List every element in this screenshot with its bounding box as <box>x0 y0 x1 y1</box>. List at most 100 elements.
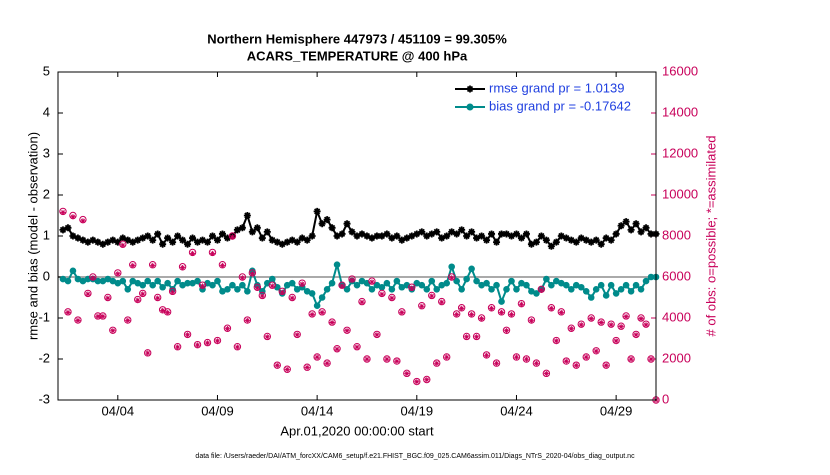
marker <box>498 298 505 305</box>
marker <box>179 264 186 271</box>
marker <box>175 344 181 350</box>
marker <box>563 281 570 289</box>
marker <box>598 319 604 326</box>
marker <box>184 332 191 338</box>
marker <box>130 262 136 269</box>
marker <box>438 234 446 242</box>
marker <box>368 286 376 293</box>
marker <box>582 288 590 295</box>
marker <box>488 230 496 238</box>
marker <box>324 360 330 366</box>
y2-tick-label: 0 <box>662 391 669 406</box>
marker <box>349 277 355 283</box>
marker <box>99 277 107 285</box>
marker <box>354 344 360 350</box>
marker <box>145 350 151 356</box>
marker <box>378 283 386 291</box>
marker <box>174 277 181 285</box>
marker <box>234 286 241 293</box>
marker <box>593 348 599 354</box>
marker <box>399 309 405 316</box>
marker <box>348 228 356 236</box>
marker <box>194 342 201 348</box>
marker <box>359 299 365 305</box>
marker <box>567 324 575 332</box>
marker <box>283 281 291 289</box>
marker <box>398 283 406 291</box>
marker <box>493 238 501 246</box>
marker <box>283 238 291 246</box>
marker <box>583 354 589 360</box>
marker <box>638 316 644 322</box>
marker <box>548 281 555 289</box>
marker <box>567 286 575 293</box>
marker <box>393 277 401 285</box>
marker <box>448 228 456 236</box>
marker <box>269 283 275 289</box>
y2-tick-label: 10000 <box>662 186 698 201</box>
marker <box>154 230 162 238</box>
marker <box>64 277 72 285</box>
marker <box>637 286 645 293</box>
marker <box>114 238 122 246</box>
marker <box>149 281 156 289</box>
marker <box>612 230 620 238</box>
marker <box>537 232 545 240</box>
marker <box>288 236 296 244</box>
marker <box>288 279 296 287</box>
marker <box>284 366 290 373</box>
x-tick-label: 04/04 <box>102 403 135 418</box>
marker <box>528 318 535 324</box>
marker <box>602 292 610 299</box>
marker <box>328 224 336 232</box>
marker <box>538 287 544 293</box>
marker <box>239 275 245 281</box>
marker <box>189 279 196 287</box>
marker <box>159 283 166 291</box>
marker <box>522 230 530 238</box>
marker <box>607 281 615 289</box>
marker <box>543 275 550 283</box>
y-tick-label: 0 <box>43 268 50 283</box>
marker <box>104 275 112 283</box>
y-tick-label: 5 <box>43 63 50 78</box>
marker <box>59 226 67 234</box>
marker <box>155 295 161 301</box>
marker <box>577 283 585 291</box>
marker <box>429 293 435 299</box>
y2-tick-label: 2000 <box>662 350 691 365</box>
marker <box>388 234 396 242</box>
marker <box>542 236 550 244</box>
marker <box>637 228 645 236</box>
marker <box>144 232 152 240</box>
marker <box>413 279 421 287</box>
marker <box>572 281 580 289</box>
x-tick-label: 04/09 <box>201 403 234 418</box>
marker <box>449 275 455 281</box>
marker <box>622 218 630 226</box>
marker <box>592 286 600 293</box>
marker <box>433 286 441 293</box>
marker <box>223 234 231 242</box>
marker <box>542 369 551 378</box>
marker <box>308 290 316 297</box>
marker <box>444 354 450 360</box>
marker <box>74 316 82 324</box>
marker <box>393 232 401 240</box>
marker <box>323 286 331 293</box>
marker <box>552 336 561 345</box>
marker <box>313 207 321 215</box>
marker <box>582 236 590 244</box>
y2-tick-label: 16000 <box>662 63 698 78</box>
marker <box>258 234 266 242</box>
marker <box>458 286 465 293</box>
marker <box>552 238 560 246</box>
marker <box>208 232 216 240</box>
x-tick-label: 04/19 <box>401 403 434 418</box>
marker <box>503 230 510 238</box>
marker <box>95 313 101 319</box>
marker <box>124 286 132 293</box>
marker <box>518 301 525 307</box>
marker <box>632 220 640 228</box>
marker <box>459 305 465 311</box>
